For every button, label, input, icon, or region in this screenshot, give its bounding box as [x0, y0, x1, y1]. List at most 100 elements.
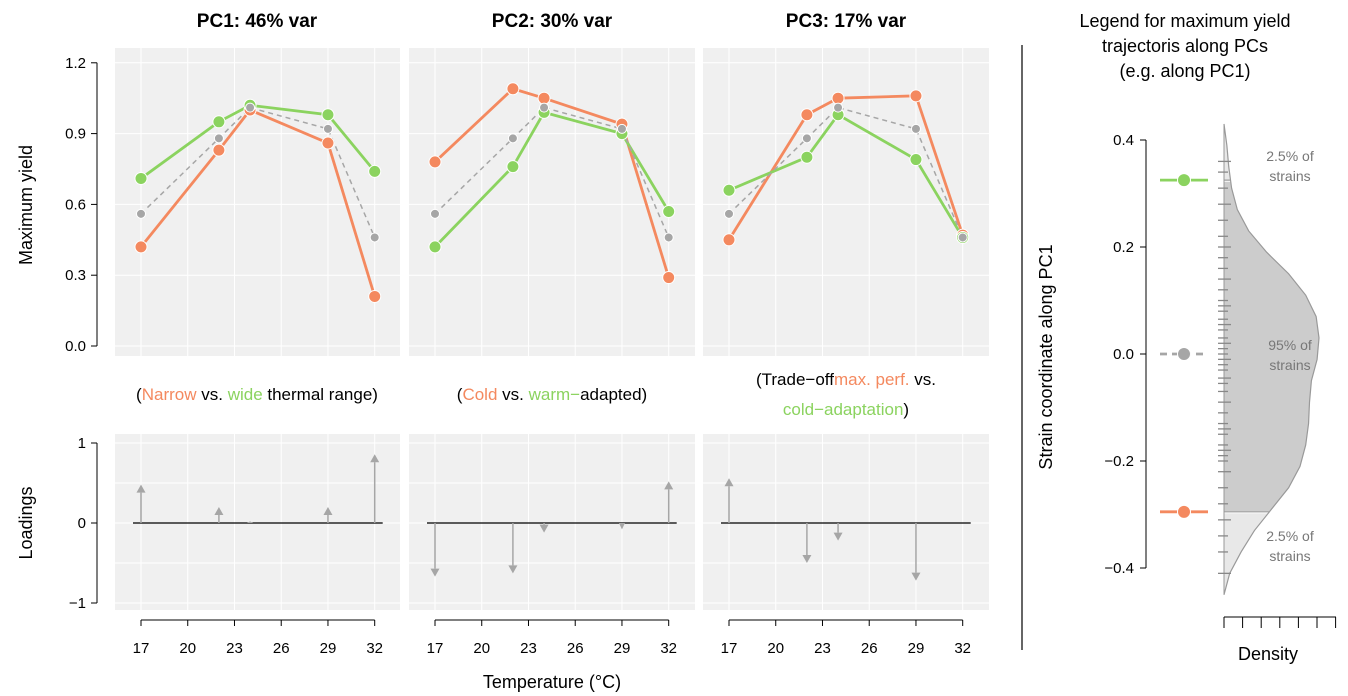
legend-y-tick-label: 0.0 [1113, 346, 1134, 363]
x-tick-label: 17 [721, 640, 738, 657]
data-point-orange [134, 240, 148, 254]
x-tick-label: 23 [814, 640, 831, 657]
data-point-gray [369, 232, 380, 243]
y-tick-label-yield: 1.2 [65, 55, 86, 72]
x-tick-label: 29 [320, 640, 337, 657]
legend-title-line1: Legend for maximum yield [1079, 11, 1290, 31]
legend-y-tick-label: 0.2 [1113, 239, 1134, 256]
data-point-orange [909, 89, 923, 103]
subtitle-segment: Narrow [142, 385, 198, 404]
subtitle-segment: vs. [910, 370, 936, 389]
loading-arrowhead [214, 507, 224, 515]
data-point-gray [910, 123, 921, 134]
annotation-middle: 95% of [1268, 337, 1312, 353]
density-central-95 [1224, 181, 1319, 512]
data-point-green [368, 164, 382, 178]
x-tick-label: 26 [567, 640, 584, 657]
panel-bg-pc2-loadings [409, 434, 695, 610]
x-tick-label: 29 [614, 640, 631, 657]
loading-arrowhead [724, 478, 734, 487]
data-point-green [134, 171, 148, 185]
x-tick-label: 26 [273, 640, 290, 657]
data-point-gray [136, 208, 146, 219]
annotation-upper: 2.5% of [1266, 148, 1314, 164]
data-point-orange [722, 233, 736, 247]
loading-arrowhead [664, 481, 674, 490]
data-point-gray [539, 102, 550, 113]
annotation-lower: strains [1269, 548, 1310, 564]
loading-arrowhead [370, 454, 380, 463]
panel-bg-pc1-yield [115, 48, 400, 356]
series-line-gray [434, 106, 670, 238]
legend-y-axis-label: Strain coordinate along PC1 [1036, 244, 1056, 469]
x-tick-label: 32 [366, 640, 383, 657]
data-point-orange [662, 271, 676, 285]
x-tick-label: 32 [954, 640, 971, 657]
annotation-lower: 2.5% of [1266, 528, 1314, 544]
data-point-orange [212, 143, 226, 157]
loading-arrowhead [618, 523, 625, 530]
density-outline [1223, 123, 1320, 595]
density-tail-lower [1224, 513, 1269, 595]
series-line-gray [728, 106, 964, 238]
data-point-orange [506, 82, 520, 96]
subtitle-segment: thermal range) [263, 385, 378, 404]
x-tick-label: 29 [908, 640, 925, 657]
data-point-gray [507, 133, 518, 144]
data-point-gray [663, 232, 674, 243]
x-tick-label: 17 [133, 640, 150, 657]
subtitle-segment: wide [227, 385, 263, 404]
annotation-upper: strains [1269, 168, 1310, 184]
loading-arrowhead [136, 484, 146, 493]
subtitle-segment: adapted) [580, 385, 647, 404]
legend-y-tick-label: −0.2 [1104, 453, 1134, 470]
x-tick-label: 32 [660, 640, 677, 657]
data-point-green [722, 183, 736, 197]
loading-arrowhead [430, 568, 440, 577]
x-tick-label: 20 [473, 640, 490, 657]
subtitle-pc3-line1: (Trade−offmax. perf. vs. [756, 370, 936, 389]
chart-marks [133, 82, 971, 581]
annotation-middle: strains [1269, 357, 1310, 373]
x-axis-label-temperature: Temperature (°C) [483, 672, 621, 692]
legend-marks: −0.4 −0.2 0.0 0.2 0.4 2.5% of strains 95% of str… [1104, 123, 1337, 628]
y-tick-label-yield: 0.0 [65, 338, 86, 355]
x-tick-label: 23 [226, 640, 243, 657]
data-point-green [662, 204, 676, 218]
subtitle-segment: cold−adaptation [783, 400, 904, 419]
data-point-gray [616, 123, 627, 134]
panel-bg-pc3-loadings [703, 434, 989, 610]
legend-y-tick-label: 0.4 [1113, 132, 1134, 149]
axes: 0.0 0.3 0.6 0.9 1.2 −1 0 1 17 20 23 26 29 32 17 20 23 26 2… [65, 55, 971, 657]
data-point-green [506, 160, 520, 174]
data-point-gray [724, 208, 734, 219]
subtitle-segment: ( [457, 385, 463, 404]
y-tick-label-loadings: 0 [78, 515, 86, 532]
loading-arrowhead [323, 507, 333, 515]
y-tick-label-loadings: 1 [78, 435, 86, 452]
subtitle-segment: Cold [462, 385, 497, 404]
y-tick-label-yield: 0.3 [65, 267, 86, 284]
subtitle-pc3-line2: cold−adaptation) [783, 400, 909, 419]
y-axis-label-loadings: Loadings [16, 486, 36, 559]
legend-title-line2: trajectoris along PCs [1102, 36, 1268, 56]
data-point-green [428, 240, 442, 254]
legend-y-tick-label: −0.4 [1104, 560, 1134, 577]
legend-marker-point-green [1177, 173, 1191, 188]
subtitle-segment: warm− [528, 385, 581, 404]
subtitle-pc1: (Narrow vs. wide thermal range) [136, 385, 378, 404]
loading-arrowhead [247, 521, 254, 523]
data-point-orange [831, 91, 845, 105]
subtitle-segment: vs. [197, 385, 228, 404]
data-point-gray [833, 102, 844, 113]
data-point-gray [430, 208, 440, 219]
y-tick-label-yield: 0.6 [65, 196, 86, 213]
data-point-orange [321, 136, 335, 150]
data-point-green [800, 150, 814, 164]
series-line-gray [140, 106, 376, 238]
subtitle-segment: (Trade−off [756, 370, 834, 389]
x-tick-label: 26 [861, 640, 878, 657]
legend-marker-point-gray [1177, 347, 1191, 361]
data-point-gray [957, 232, 968, 243]
